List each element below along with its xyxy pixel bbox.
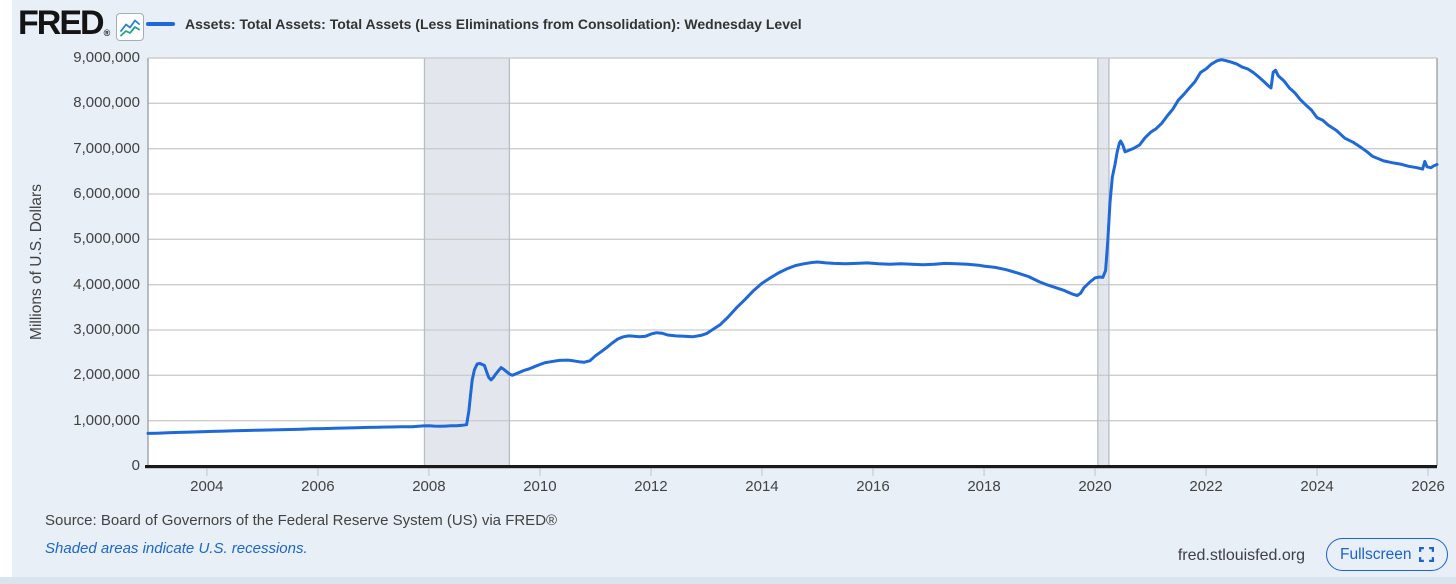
y-axis-label: 1,000,000 [73, 411, 140, 429]
page-left-gutter [0, 0, 12, 584]
recession-note-link[interactable]: Shaded areas indicate U.S. recessions. [45, 540, 308, 557]
legend: Assets: Total Assets: Total Assets (Less… [146, 16, 802, 32]
x-axis-label: 2014 [745, 478, 779, 495]
site-url-link[interactable]: fred.stlouisfed.org [1177, 547, 1305, 564]
x-axis-label: 2020 [1078, 478, 1112, 495]
x-axis-label: 2018 [967, 478, 1001, 495]
x-axis-label: 2022 [1189, 478, 1223, 495]
y-axis-label: 2,000,000 [73, 366, 140, 384]
x-axis-line [145, 465, 1437, 469]
fred-logo-registered-mark: ® [103, 28, 111, 38]
y-axis-label: 8,000,000 [73, 94, 140, 112]
x-axis-label: 2004 [190, 478, 224, 495]
legend-series-label[interactable]: Assets: Total Assets: Total Assets (Less… [185, 16, 802, 32]
legend-line-swatch [146, 22, 175, 26]
line-chart-icon [116, 13, 145, 41]
plot-background [148, 58, 1437, 466]
x-axis-label: 2008 [412, 478, 446, 495]
x-axis-label: 2012 [634, 478, 668, 495]
page-bottom-edge [0, 577, 1456, 584]
x-axis-label: 2024 [1300, 478, 1334, 495]
y-axis-label: 6,000,000 [73, 185, 140, 202]
source-text: Source: Board of Governors of the Federa… [45, 512, 558, 529]
chart-plot-area[interactable] [0, 0, 1456, 505]
recession-band [424, 58, 510, 466]
fullscreen-icon [1418, 547, 1434, 562]
recession-band [1097, 58, 1109, 466]
y-axis-label: 4,000,000 [73, 275, 140, 293]
fred-logo-text: FRED [18, 4, 105, 42]
series-line[interactable] [146, 58, 1439, 435]
x-axis-label: 2026 [1411, 478, 1445, 495]
y-axis-label: 9,000,000 [73, 49, 140, 66]
fullscreen-button[interactable]: Fullscreen [1326, 538, 1448, 571]
y-axis-label: 7,000,000 [73, 139, 140, 157]
y-axis-label: 5,000,000 [73, 230, 140, 248]
fullscreen-button-label: Fullscreen [1340, 545, 1412, 563]
x-axis-label: 2010 [523, 478, 557, 495]
y-axis-label: 3,000,000 [73, 321, 140, 338]
x-axis-label: 2016 [856, 478, 890, 495]
y-axis-label: 0 [131, 457, 140, 474]
fred-logo[interactable]: FRED ® [18, 4, 145, 42]
x-axis-label: 2006 [301, 478, 335, 495]
